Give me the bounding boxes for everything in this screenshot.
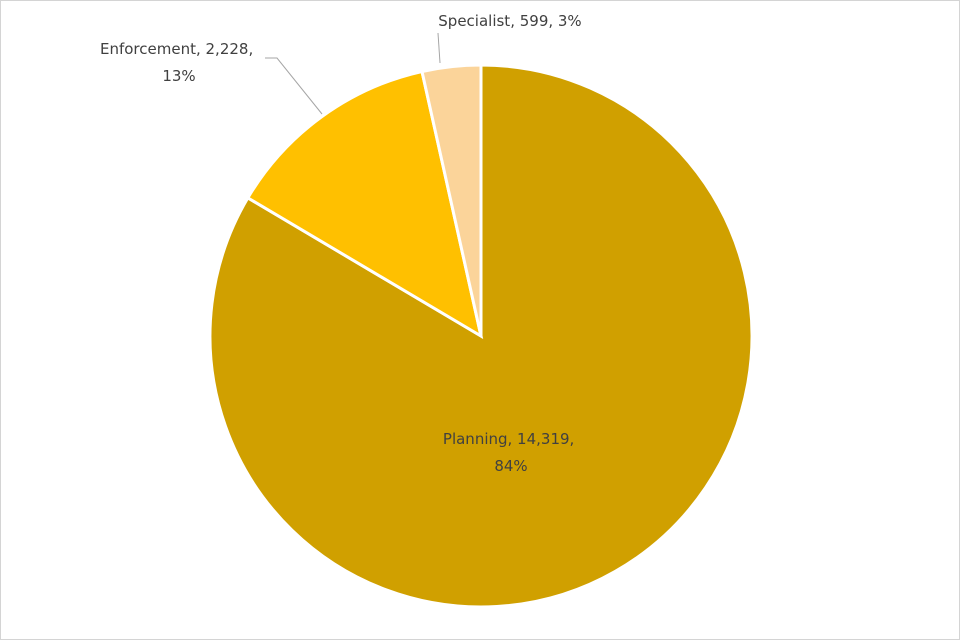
leader-lines [265,32,441,115]
slice-label-enforcement: Enforcement, 2,228, 13% [100,40,258,85]
pie-slices [208,63,754,609]
slice-label-planning: Planning, 14,319, 84% [443,430,579,475]
slice-label-specialist: Specialist, 599, 3% [438,12,581,30]
data-labels: Planning, 14,319, 84% Enforcement, 2,228… [100,12,582,475]
leader-line-specialist [437,32,441,64]
pie-slice-enforcement [245,69,484,340]
pie-slice-specialist [420,63,483,337]
leader-line-enforcement [265,57,323,115]
